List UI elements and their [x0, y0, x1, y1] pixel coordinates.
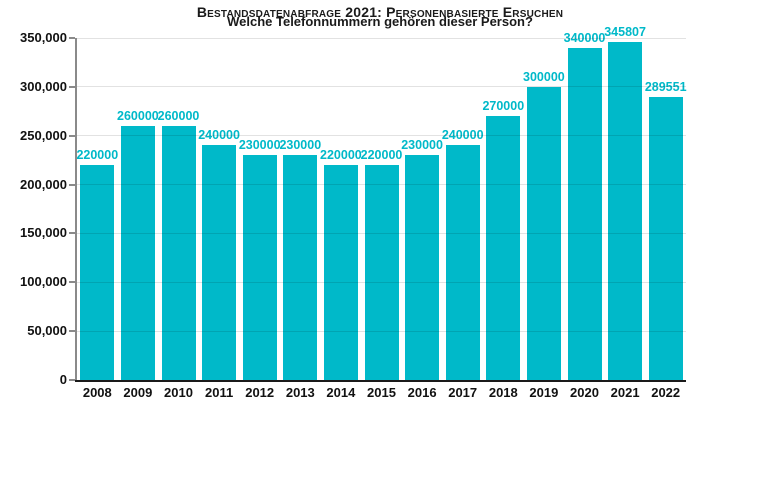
- bar-value-label: 230000: [279, 138, 322, 153]
- chart-title: Bestandsdatenabfrage 2021: Personenbasie…: [196, 4, 564, 20]
- bar-value-label: 270000: [482, 99, 525, 114]
- x-tick-label: 2008: [82, 385, 112, 400]
- bar-value-label: 240000: [198, 128, 240, 143]
- y-tick-mark: [69, 37, 75, 39]
- bar-value-label: 220000: [76, 148, 119, 163]
- x-axis-line: [75, 380, 686, 382]
- gridline: [77, 37, 686, 39]
- bar-2020: [567, 47, 602, 380]
- x-tick-label: 2019: [529, 385, 559, 400]
- y-tick-mark: [69, 183, 75, 186]
- gridline: [77, 135, 686, 137]
- x-tick-label: 2014: [326, 385, 356, 400]
- x-tick-label: 2012: [245, 385, 275, 400]
- bar-2009: [120, 125, 155, 380]
- y-tick-mark: [69, 134, 75, 137]
- y-tick-mark: [69, 379, 75, 381]
- bar-value-label: 300000: [523, 69, 565, 84]
- bar-value-label: 345807: [604, 25, 646, 40]
- y-tick-mark: [69, 85, 75, 88]
- bar-2016: [405, 155, 440, 380]
- y-tick-mark: [69, 330, 75, 333]
- x-tick-label: 2018: [488, 385, 518, 400]
- x-tick-label: 2020: [570, 385, 599, 400]
- x-tick-label: 2015: [367, 385, 396, 400]
- bar-value-label: 260000: [157, 108, 200, 123]
- y-tick-label: 250,000: [20, 127, 67, 143]
- bar-value-label: 220000: [320, 148, 362, 163]
- gridline: [77, 232, 686, 234]
- gridline: [77, 184, 686, 186]
- x-tick-label: 2016: [407, 385, 437, 400]
- y-tick-mark: [69, 232, 75, 235]
- x-tick-label: 2010: [164, 385, 193, 400]
- bar-value-label: 230000: [401, 138, 443, 153]
- gridline: [77, 86, 686, 88]
- y-axis-line: [75, 38, 77, 382]
- y-tick-label: 0: [59, 372, 67, 387]
- bar-2017: [445, 145, 480, 380]
- bar-2015: [364, 165, 399, 380]
- bar-2008: [80, 165, 115, 380]
- bar-value-label: 220000: [360, 148, 403, 163]
- bar-value-label: 289551: [644, 80, 687, 95]
- bar-2010: [161, 125, 196, 380]
- bar-2019: [526, 86, 561, 380]
- x-tick-label: 2021: [610, 385, 640, 400]
- y-tick-mark: [69, 281, 75, 284]
- gridline: [77, 281, 686, 283]
- y-tick-label: 150,000: [20, 225, 67, 241]
- chart-subtitle: Welche Telefonnummern gehören dieser Per…: [227, 14, 533, 29]
- bar-2021: [608, 42, 643, 380]
- bar-2013: [283, 155, 318, 380]
- y-tick-label: 100,000: [20, 274, 67, 290]
- x-tick-label: 2013: [285, 385, 315, 400]
- x-tick-label: 2017: [448, 385, 478, 400]
- bar-value-label: 230000: [238, 138, 281, 153]
- bar-2018: [486, 116, 521, 380]
- y-tick-label: 350,000: [20, 30, 67, 45]
- gridline: [77, 330, 686, 332]
- bar-2012: [242, 155, 277, 380]
- bar-value-label: 260000: [117, 108, 159, 123]
- y-tick-label: 50,000: [27, 323, 67, 339]
- bar-value-label: 240000: [441, 128, 484, 143]
- bar-2011: [202, 145, 237, 380]
- y-tick-label: 300,000: [20, 78, 67, 94]
- x-tick-label: 2009: [123, 385, 153, 400]
- bar-value-label: 340000: [563, 30, 606, 45]
- y-tick-label: 200,000: [20, 176, 67, 192]
- bar-2022: [648, 97, 683, 380]
- bar-2014: [323, 165, 358, 380]
- x-tick-label: 2022: [651, 385, 681, 400]
- x-tick-label: 2011: [204, 385, 234, 400]
